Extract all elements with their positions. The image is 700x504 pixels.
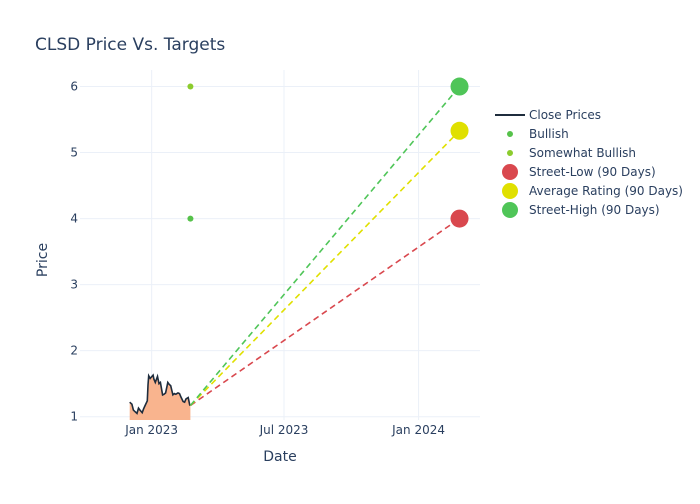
target-line [189, 217, 460, 407]
legend-label: Average Rating (90 Days) [529, 184, 683, 198]
y-tick-label: 4 [70, 212, 78, 226]
close-price-line [129, 373, 191, 415]
y-tick-label: 2 [70, 344, 78, 358]
legend-label: Bullish [529, 127, 569, 141]
rating-marker[interactable] [187, 215, 194, 222]
legend-item[interactable]: Street-High (90 Days) [502, 202, 660, 218]
legend-circle-swatch [502, 183, 518, 199]
target-marker[interactable] [450, 121, 469, 140]
target-line [189, 130, 461, 407]
x-tick-label: Jan 2024 [391, 423, 445, 437]
y-tick-label: 1 [70, 410, 78, 424]
data-layer [129, 77, 469, 420]
y-tick-label: 6 [70, 80, 78, 94]
legend-item[interactable]: Somewhat Bullish [507, 146, 636, 160]
legend-item[interactable]: Close Prices [495, 108, 601, 122]
y-tick-label: 5 [70, 146, 78, 160]
target-line [189, 85, 461, 406]
x-tick-label: Jan 2023 [124, 423, 178, 437]
legend-label: Somewhat Bullish [529, 146, 636, 160]
legend-label: Close Prices [529, 108, 601, 122]
target-marker[interactable] [450, 77, 469, 96]
legend-circle-swatch [502, 164, 518, 180]
x-axis-title: Date [263, 449, 296, 465]
legend-item[interactable]: Street-Low (90 Days) [502, 164, 656, 180]
legend-dot-swatch [507, 131, 513, 137]
rating-marker[interactable] [187, 83, 194, 90]
grid-layer [80, 70, 480, 420]
chart-legend[interactable]: Close Prices Bullish Somewhat Bullish Stree… [495, 108, 683, 218]
legend-circle-swatch [502, 202, 518, 218]
x-tick-label: Jul 2023 [259, 423, 309, 437]
y-axis-title: Price [35, 243, 51, 277]
legend-label: Street-Low (90 Days) [529, 165, 656, 179]
y-tick-label: 3 [70, 278, 78, 292]
chart-title: CLSD Price Vs. Targets [35, 35, 225, 55]
legend-dot-swatch [507, 150, 513, 156]
close-price-area [129, 375, 191, 420]
legend-item[interactable]: Average Rating (90 Days) [502, 183, 683, 199]
axis-layer: 1 2 3 4 5 6 Jan 2023 Jul 2023 Jan 2024 [70, 80, 445, 437]
legend-item[interactable]: Bullish [507, 127, 569, 141]
legend-label: Street-High (90 Days) [529, 203, 660, 217]
target-marker[interactable] [450, 209, 469, 228]
